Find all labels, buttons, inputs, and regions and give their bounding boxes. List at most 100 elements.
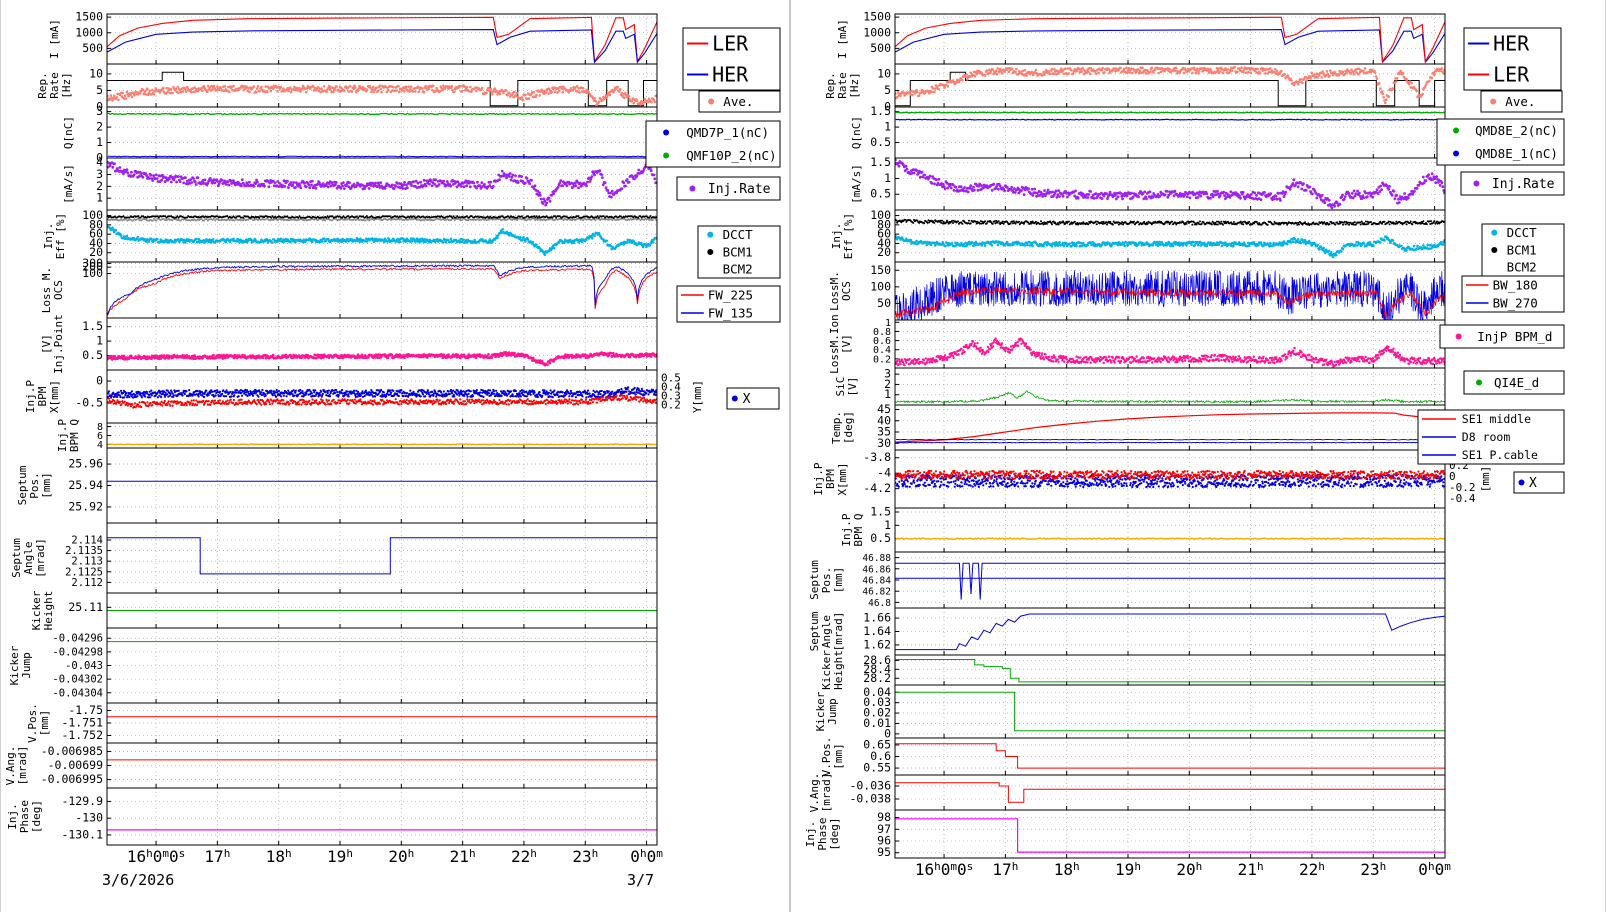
y-tick-label: 1500 <box>863 10 891 24</box>
legend-label: HER <box>1493 32 1530 56</box>
axis-label: Eff [%] <box>54 213 67 259</box>
y-tick-label: 1 <box>96 135 103 149</box>
y-tick-label: 40 <box>89 236 103 250</box>
y-tick-label: 100 <box>870 208 891 222</box>
legend-marker-dot <box>707 249 714 255</box>
series-v-ang <box>895 782 1445 803</box>
axis-label: BPM <box>36 386 49 406</box>
right-axis-label: Y[mm] <box>691 380 704 413</box>
axis-label: [mm] <box>832 567 845 594</box>
x-tick-label: 18h <box>266 847 292 866</box>
legend-marker-dot <box>1491 229 1498 236</box>
axis-label: Septum <box>16 465 29 505</box>
axis-label: [deg] <box>842 411 855 444</box>
legend-bpm-x: X <box>726 387 780 410</box>
y-tick-label: -0.038 <box>849 791 891 805</box>
y-tick-label: 300 <box>82 256 103 270</box>
legend-marker-dot <box>1518 479 1525 486</box>
x-tick-label: 18h <box>1054 860 1080 879</box>
x-tick-label: 22h <box>511 847 537 866</box>
y-tick-label: 35 <box>877 425 891 439</box>
legend-label: QMD7P_1(nC) <box>686 125 769 140</box>
y-tick-label: 80 <box>89 217 103 231</box>
legend-beam: LER HER <box>682 27 781 91</box>
y-tick-label: 0.5 <box>870 531 891 545</box>
y-tick-label: 8 <box>97 422 103 433</box>
axis-label: [Hz] <box>848 72 861 99</box>
y-tick-label: 2.1135 <box>65 545 103 557</box>
axis-label: [mm] <box>832 743 845 770</box>
axis-label: [mrad] <box>16 746 29 786</box>
axis-label: X[mm] <box>48 380 61 413</box>
y-tick-label: 0.02 <box>863 706 891 720</box>
y-tick-label: 3 <box>96 104 103 118</box>
y-tick-label: 0.5 <box>870 135 891 149</box>
y-tick-label: -1.75 <box>68 703 103 717</box>
y-tick-label: 200 <box>82 260 103 274</box>
series-InjPoint <box>107 351 657 367</box>
legend-label: X <box>743 392 751 407</box>
y-tick-label: 40 <box>877 413 891 427</box>
axis-label: [V] <box>846 377 859 397</box>
x-tick-label: 16h0m0s <box>127 847 185 866</box>
y-tick-label: 100 <box>82 266 103 280</box>
y-tick-label: 500 <box>870 41 891 55</box>
y-tick-label: 1.5 <box>870 505 891 519</box>
axis-label: BPM Q <box>852 513 865 546</box>
series-D8-room <box>896 438 1444 441</box>
legend-marker-dot <box>707 231 714 238</box>
y-tick-label: 46.82 <box>862 587 891 598</box>
axis-label: OCS <box>52 280 65 300</box>
y-tick-label: 28.4 <box>863 662 891 676</box>
y-tick-label: -4 <box>877 466 891 480</box>
axis-label: Rate <box>836 72 849 99</box>
legend-label: SE1 P.cable <box>1462 448 1538 462</box>
y-tick-label: 100 <box>82 208 103 222</box>
y-tick-label: 50 <box>877 296 891 310</box>
series-QMD8E_1 <box>895 118 1445 121</box>
legend-marker-dot <box>731 395 738 402</box>
right-axis-tick: 0.3 <box>661 389 681 402</box>
axis-label: SiC <box>834 377 847 397</box>
legend-bpm-x: X <box>1513 471 1565 494</box>
axis-label: Inj.Point <box>52 314 65 374</box>
axis-label: V.Ang. <box>4 746 17 786</box>
legend-label: FW_225 <box>708 287 753 302</box>
axis-label: [mrad] <box>820 773 833 813</box>
y-tick-label: 4 <box>96 155 103 169</box>
y-tick-label: 1000 <box>75 25 103 39</box>
axis-label: Inj.P <box>56 419 69 452</box>
legend-label: BW_270 <box>1493 295 1538 310</box>
y-tick-label: 150 <box>870 263 891 277</box>
y-tick-label: 1.64 <box>863 624 891 638</box>
y-tick-label: 0.5 <box>82 348 103 362</box>
legend-label: Inj.Rate <box>1492 177 1555 192</box>
y-tick-label: 0.6 <box>870 749 891 763</box>
chart-row-inj-bpm-x: 0 -0.5 Inj.P BPM X[mm] 0.50.40.30.2 Y[mm] <box>24 369 704 424</box>
y-tick-label: 0.6 <box>873 336 891 347</box>
chart-row-kicker-height: 28.628.428.2 Kicker Height <box>820 650 1446 690</box>
legend-label: DCCT <box>723 227 754 242</box>
y-tick-label: 0 <box>884 100 891 114</box>
series-QMF10P_2 <box>107 112 657 116</box>
y-tick-label: 2 <box>884 377 891 391</box>
chart-row-inj-phase: -129.9 -130 -130.1 Inj. Phase [deg] <box>6 787 658 846</box>
y-tick-label: 0.65 <box>863 737 891 751</box>
y-tick-label: -1.751 <box>61 716 103 730</box>
legend-label: LER <box>1493 63 1530 87</box>
x-tick-label: 0h0m <box>630 847 663 866</box>
legend-label: Ave. <box>1505 94 1535 109</box>
axis-label: Phase <box>816 817 829 850</box>
right-axis-tick: -0.2 <box>1449 481 1476 494</box>
right-axis-tick: -0.4 <box>1449 492 1476 505</box>
y-tick-label: 1 <box>885 318 891 329</box>
series-LER <box>107 16 657 64</box>
right-axis-label: [mm] <box>1479 466 1492 493</box>
series-gate <box>107 71 657 107</box>
legend-marker-dot <box>663 129 670 136</box>
legend-marker-dot <box>1473 180 1480 187</box>
